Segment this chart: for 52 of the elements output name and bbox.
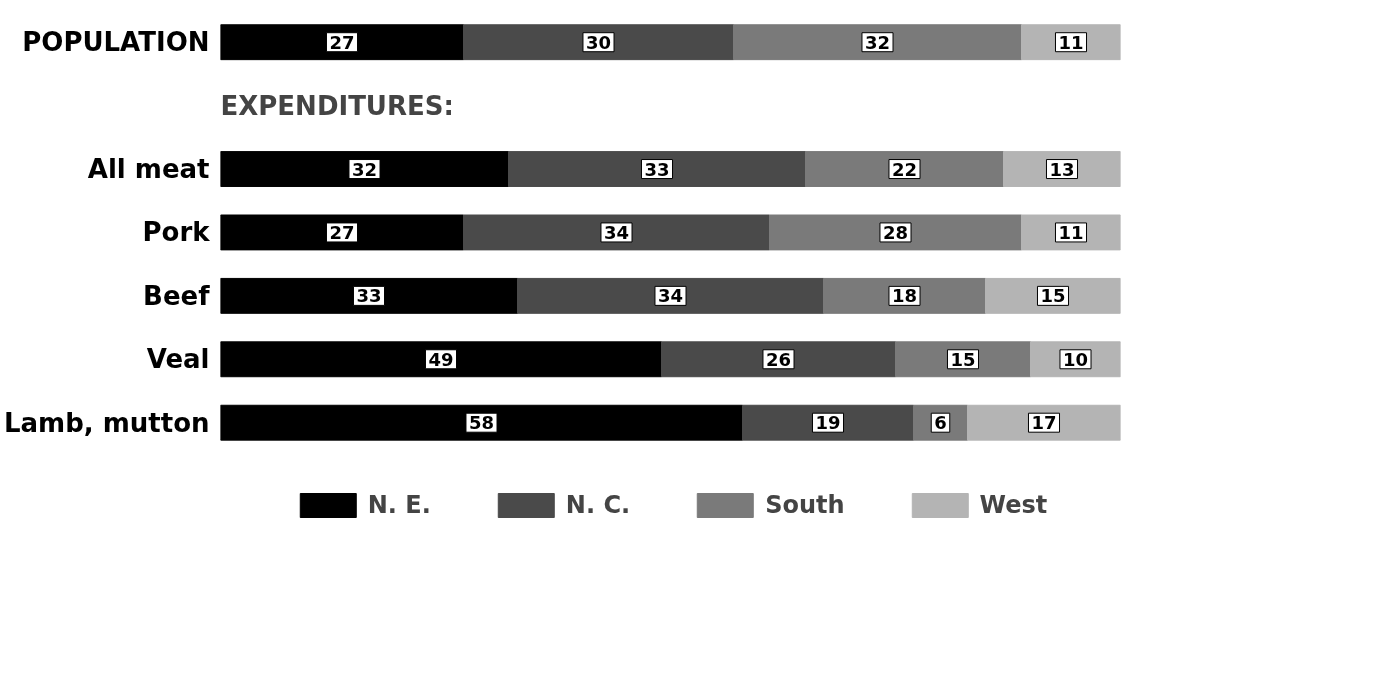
legend-label: South <box>765 491 845 519</box>
data-label: 15 <box>950 348 976 370</box>
data-label: 27 <box>329 31 355 53</box>
y-tick-label: Veal <box>146 344 210 375</box>
legend-label: N. E. <box>367 491 431 519</box>
bar <box>769 214 1022 251</box>
annotation: EXPENDITURES: <box>220 90 454 121</box>
data-label: 30 <box>585 31 612 53</box>
data-label: 58 <box>468 412 495 434</box>
data-label: 17 <box>1031 412 1057 434</box>
bar <box>220 24 464 61</box>
bar <box>823 277 986 314</box>
y-tick-label: All meat <box>87 154 210 185</box>
data-label: 33 <box>644 158 670 180</box>
data-label: 15 <box>1040 285 1066 307</box>
data-label: 11 <box>1058 31 1084 53</box>
data-label: 11 <box>1058 221 1084 243</box>
y-tick-label: Beef <box>143 280 211 311</box>
bar <box>220 214 464 251</box>
data-label: 10 <box>1062 348 1089 370</box>
bar <box>463 214 770 251</box>
bar <box>742 404 914 441</box>
bar <box>463 24 734 61</box>
data-label: 18 <box>891 285 918 307</box>
bar <box>508 151 806 187</box>
bar <box>733 24 1022 61</box>
bar <box>220 404 743 441</box>
data-label: 32 <box>864 31 891 53</box>
data-label: 27 <box>329 221 355 243</box>
bar <box>805 151 1004 187</box>
bar <box>220 341 662 378</box>
y-tick-label: Pork <box>142 217 211 248</box>
data-label: 22 <box>891 158 918 180</box>
y-tick-label: Lamb, mutton <box>3 407 210 438</box>
bar <box>220 151 509 187</box>
data-label: 32 <box>351 158 378 180</box>
bar <box>967 404 1121 441</box>
data-label: 13 <box>1049 158 1075 180</box>
bar <box>220 277 518 314</box>
data-label: 34 <box>603 221 630 243</box>
data-label: 33 <box>356 285 382 307</box>
bar <box>661 341 896 378</box>
data-label: 6 <box>934 412 947 434</box>
data-label: 26 <box>765 348 792 370</box>
legend-label: West <box>979 491 1048 519</box>
data-label: 34 <box>657 285 684 307</box>
data-label: 19 <box>815 412 841 434</box>
bar <box>517 277 824 314</box>
y-tick-label: POPULATION <box>22 27 210 58</box>
legend-label: N. C. <box>565 491 631 519</box>
data-label: 49 <box>428 348 454 370</box>
data-label: 28 <box>882 221 909 243</box>
